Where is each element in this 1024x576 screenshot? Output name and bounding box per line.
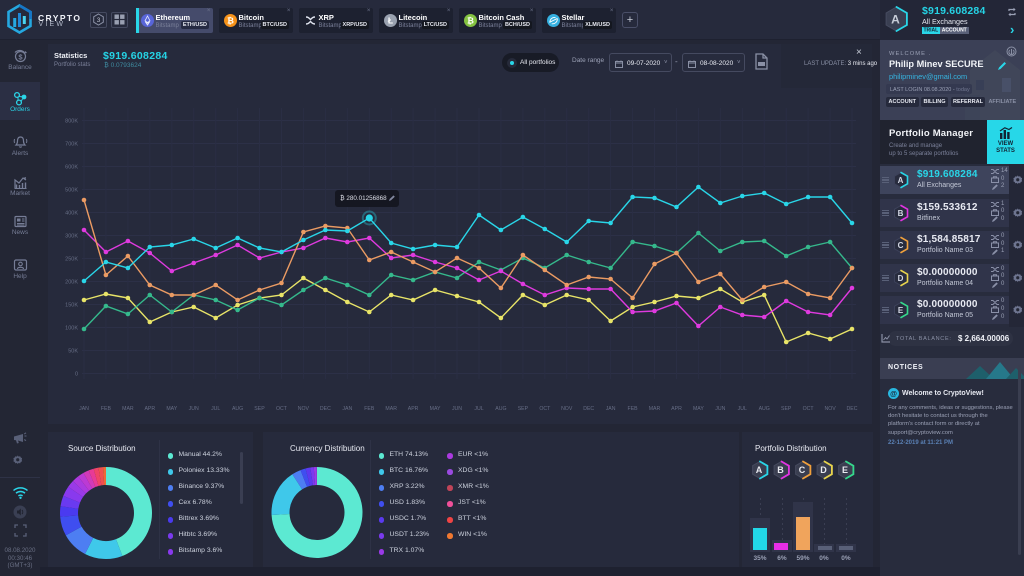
svg-text:100K: 100K — [65, 326, 78, 332]
svg-text:MAR: MAR — [122, 406, 134, 412]
svg-text:C: C — [898, 241, 904, 250]
svg-text:@: @ — [890, 391, 897, 398]
svg-text:A: A — [891, 13, 900, 27]
svg-text:DEC: DEC — [847, 406, 858, 412]
svg-text:JUN: JUN — [715, 406, 725, 412]
svg-text:FEB: FEB — [364, 406, 375, 412]
svg-text:JUL: JUL — [474, 406, 483, 412]
svg-text:OCT: OCT — [276, 406, 288, 412]
svg-text:SEP: SEP — [254, 406, 265, 412]
svg-text:300K: 300K — [65, 234, 78, 240]
svg-text:250K: 250K — [65, 257, 78, 263]
svg-text:MAY: MAY — [166, 406, 177, 412]
svg-text:JUL: JUL — [738, 406, 747, 412]
svg-text:150K: 150K — [65, 303, 78, 309]
svg-text:APR: APR — [671, 406, 682, 412]
svg-text:APR: APR — [408, 406, 419, 412]
svg-text:A: A — [756, 465, 763, 475]
svg-text:OCT: OCT — [539, 406, 551, 412]
svg-text:JAN: JAN — [79, 406, 89, 412]
svg-text:AUG: AUG — [232, 406, 243, 412]
svg-text:FEB: FEB — [101, 406, 112, 412]
svg-text:JAN: JAN — [342, 406, 352, 412]
svg-text:MAR: MAR — [385, 406, 397, 412]
svg-text:MAY: MAY — [430, 406, 441, 412]
svg-text:700K: 700K — [65, 142, 78, 148]
svg-text:D: D — [820, 465, 827, 475]
svg-text:200K: 200K — [65, 280, 78, 286]
svg-text:Ł: Ł — [388, 15, 393, 25]
svg-text:JUN: JUN — [189, 406, 199, 412]
svg-text:NOV: NOV — [298, 406, 310, 412]
svg-text:MAR: MAR — [649, 406, 661, 412]
svg-text:0: 0 — [75, 372, 78, 378]
svg-text:OCT: OCT — [803, 406, 815, 412]
svg-text:50K: 50K — [68, 349, 78, 355]
svg-text:JUN: JUN — [452, 406, 462, 412]
svg-text:A: A — [898, 176, 904, 185]
svg-text:B: B — [898, 209, 904, 218]
svg-text:DEC: DEC — [320, 406, 331, 412]
svg-text:₿: ₿ — [467, 15, 474, 25]
svg-text:NOV: NOV — [561, 406, 573, 412]
svg-text:NOV: NOV — [824, 406, 836, 412]
svg-text:FEB: FEB — [628, 406, 639, 412]
svg-text:500K: 500K — [65, 188, 78, 194]
svg-text:DEC: DEC — [583, 406, 594, 412]
svg-text:JUL: JUL — [211, 406, 220, 412]
svg-text:800K: 800K — [65, 119, 78, 125]
svg-text:D: D — [898, 274, 904, 283]
svg-text:MAY: MAY — [693, 406, 704, 412]
svg-text:E: E — [842, 465, 848, 475]
svg-text:SEP: SEP — [781, 406, 792, 412]
svg-text:₿: ₿ — [227, 15, 234, 25]
svg-text:$: $ — [18, 53, 23, 62]
svg-text:600K: 600K — [65, 165, 78, 171]
svg-text:B: B — [777, 465, 784, 475]
svg-text:C: C — [799, 465, 806, 475]
svg-text:E: E — [898, 306, 904, 315]
svg-text:AUG: AUG — [495, 406, 506, 412]
svg-text:JAN: JAN — [606, 406, 616, 412]
svg-text:400K: 400K — [65, 211, 78, 217]
svg-text:AUG: AUG — [759, 406, 770, 412]
svg-text:APR: APR — [144, 406, 155, 412]
svg-text:3: 3 — [97, 17, 101, 24]
svg-text:SEP: SEP — [518, 406, 529, 412]
